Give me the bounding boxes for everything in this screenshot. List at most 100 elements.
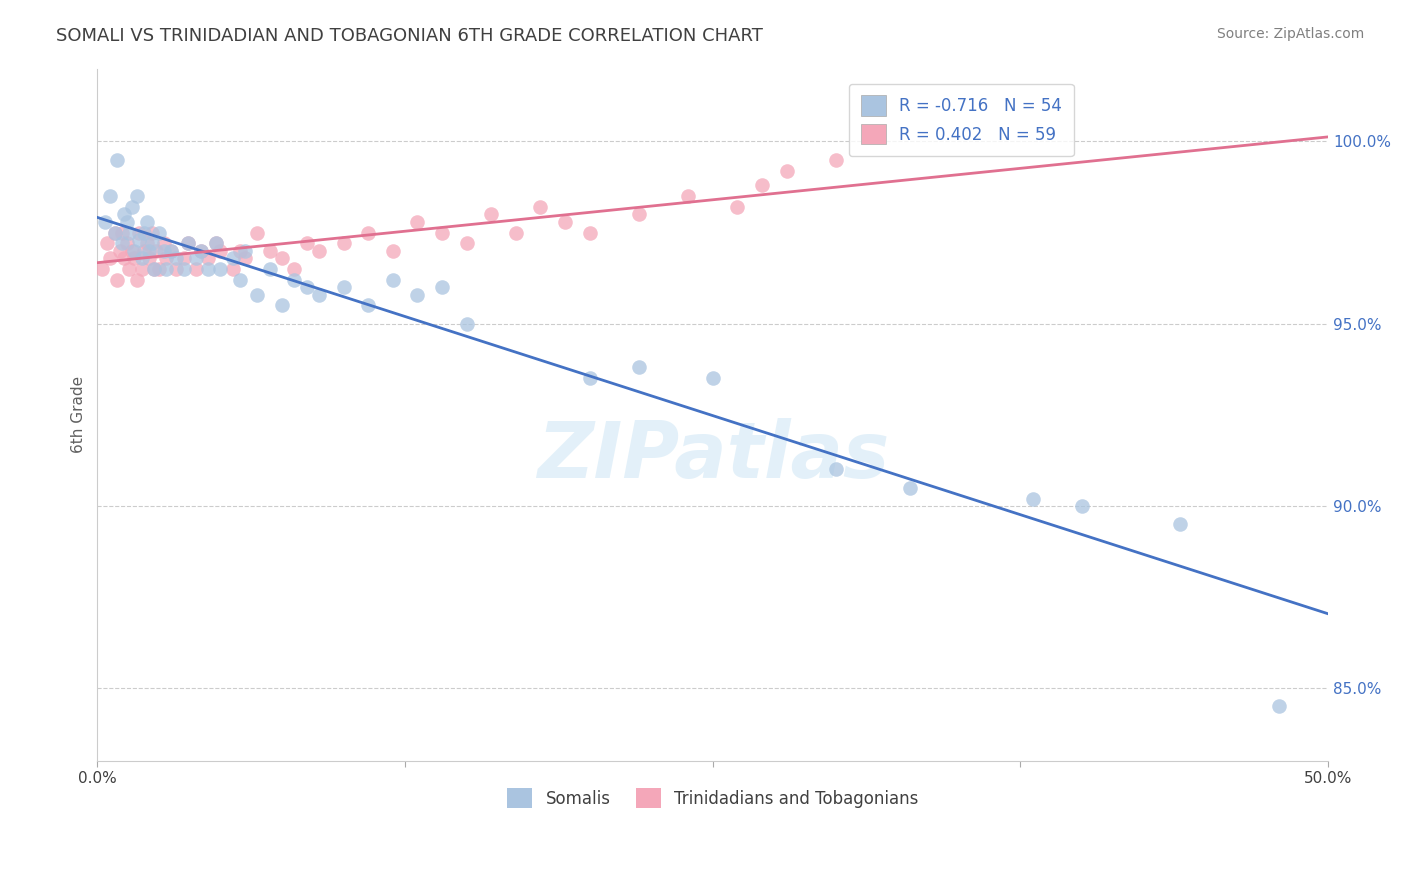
Point xyxy=(1170,517,1192,532)
Point xyxy=(153,236,176,251)
Point xyxy=(406,214,429,228)
Point xyxy=(121,200,143,214)
Point xyxy=(115,214,138,228)
Point xyxy=(775,163,797,178)
Point xyxy=(259,262,281,277)
Point xyxy=(505,226,527,240)
Point xyxy=(308,287,330,301)
Point xyxy=(148,226,170,240)
Point xyxy=(173,251,195,265)
Point xyxy=(165,262,187,277)
Point xyxy=(111,236,134,251)
Point xyxy=(131,251,153,265)
Point xyxy=(125,189,148,203)
Point xyxy=(1022,491,1045,506)
Point xyxy=(145,244,167,258)
Point xyxy=(283,273,305,287)
Point xyxy=(141,226,163,240)
Point xyxy=(160,244,183,258)
Point xyxy=(381,244,404,258)
Point xyxy=(233,251,256,265)
Point xyxy=(173,262,195,277)
Point xyxy=(98,251,121,265)
Point xyxy=(105,153,128,167)
Point xyxy=(209,262,232,277)
Point xyxy=(197,262,219,277)
Point xyxy=(222,262,245,277)
Point xyxy=(190,244,212,258)
Point xyxy=(105,273,128,287)
Legend: Somalis, Trinidadians and Tobagonians: Somalis, Trinidadians and Tobagonians xyxy=(501,781,925,815)
Point xyxy=(229,273,252,287)
Point xyxy=(204,236,226,251)
Point xyxy=(529,200,551,214)
Point xyxy=(246,287,269,301)
Point xyxy=(98,189,121,203)
Point xyxy=(184,251,207,265)
Point xyxy=(165,251,187,265)
Point xyxy=(138,244,160,258)
Point xyxy=(233,244,256,258)
Point xyxy=(118,226,141,240)
Point xyxy=(135,214,157,228)
Point xyxy=(332,280,354,294)
Point xyxy=(259,244,281,258)
Point xyxy=(381,273,404,287)
Point xyxy=(357,226,380,240)
Point xyxy=(751,178,773,193)
Point xyxy=(125,273,148,287)
Y-axis label: 6th Grade: 6th Grade xyxy=(72,376,86,453)
Point xyxy=(229,244,252,258)
Point xyxy=(204,236,226,251)
Point xyxy=(134,244,156,258)
Point xyxy=(128,226,150,240)
Point xyxy=(456,317,478,331)
Point xyxy=(627,360,650,375)
Point xyxy=(155,262,177,277)
Point xyxy=(134,226,156,240)
Text: Source: ZipAtlas.com: Source: ZipAtlas.com xyxy=(1216,27,1364,41)
Point xyxy=(222,251,245,265)
Point xyxy=(143,262,166,277)
Point xyxy=(479,207,502,221)
Point xyxy=(702,371,724,385)
Point xyxy=(332,236,354,251)
Point xyxy=(1268,699,1291,714)
Point xyxy=(190,244,212,258)
Point xyxy=(118,262,141,277)
Point xyxy=(898,481,921,495)
Point xyxy=(103,226,125,240)
Point xyxy=(91,262,114,277)
Point xyxy=(143,262,166,277)
Point xyxy=(177,236,200,251)
Point xyxy=(128,233,150,247)
Point xyxy=(93,214,115,228)
Point xyxy=(112,251,135,265)
Point xyxy=(103,226,125,240)
Point xyxy=(111,226,134,240)
Point xyxy=(108,244,131,258)
Point xyxy=(1071,499,1094,513)
Point xyxy=(295,236,318,251)
Point xyxy=(121,244,143,258)
Point xyxy=(115,236,138,251)
Point xyxy=(554,214,576,228)
Point xyxy=(295,280,318,294)
Point xyxy=(824,462,846,476)
Point xyxy=(124,251,146,265)
Point xyxy=(112,207,135,221)
Point xyxy=(184,262,207,277)
Point xyxy=(197,251,219,265)
Point xyxy=(141,236,163,251)
Point xyxy=(148,262,170,277)
Point xyxy=(135,236,157,251)
Point xyxy=(160,244,183,258)
Point xyxy=(155,251,177,265)
Point xyxy=(124,244,146,258)
Point xyxy=(430,280,453,294)
Point xyxy=(271,251,294,265)
Text: ZIPatlas: ZIPatlas xyxy=(537,418,889,494)
Point xyxy=(725,200,748,214)
Point xyxy=(138,251,160,265)
Point xyxy=(131,262,153,277)
